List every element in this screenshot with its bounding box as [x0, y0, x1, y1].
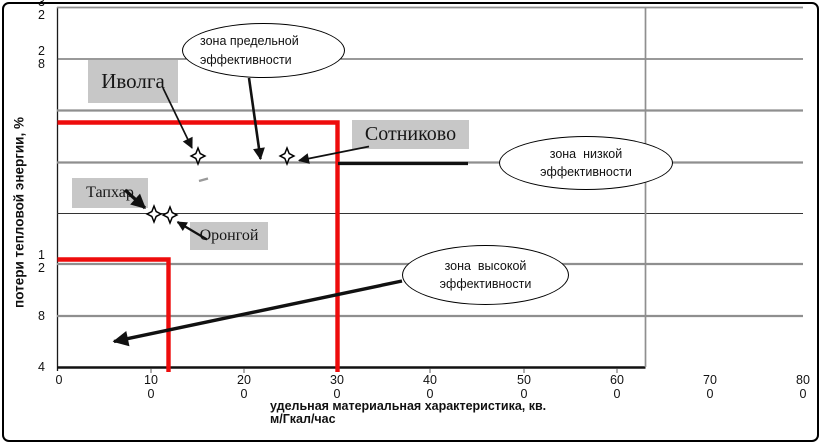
y-tick-28: 2 8 [38, 44, 45, 71]
y-tick-8: 8 [38, 309, 45, 323]
x-tick-700: 70 0 [703, 373, 717, 401]
x-tick-0: 0 [55, 373, 63, 387]
y-tick-32: 3 2 [38, 0, 45, 22]
artifact-dash [198, 177, 209, 183]
x-tick-200: 20 0 [237, 373, 251, 401]
red-boundary-limit-efficiency [57, 120, 340, 372]
ellipse-zone-low-efficiency: зона низкой эффективности [499, 136, 673, 190]
ellipse-zone-high-efficiency: зона высокой эффективности [402, 245, 569, 305]
arrow-zone-high [112, 279, 403, 347]
x-tick-800: 80 0 [796, 373, 810, 401]
label-box-ivolga: Иволга [88, 60, 178, 103]
y-tick-12: 1 2 [38, 248, 45, 275]
zone-high-text: зона высокой эффективности [439, 258, 532, 291]
label-box-orongoy: Оронгой [190, 222, 268, 250]
label-tapkhar: Тапхар [86, 184, 134, 201]
label-sotnikovo: Сотниково [364, 123, 457, 145]
x-tick-100: 10 0 [144, 373, 158, 401]
x-tick-300: 30 0 [330, 373, 344, 401]
label-box-sotnikovo: Сотниково [352, 120, 469, 149]
y-tick-4: 4 [38, 360, 45, 374]
x-tick-400: 40 0 [423, 373, 437, 401]
arrow-tapkhar [123, 188, 147, 210]
zone-limit-text: зона предельной эффективности [200, 34, 299, 67]
star-marker-ivolga [189, 145, 207, 167]
x-tick-600: 60 0 [610, 373, 624, 401]
x-axis-title: удельная материальная характеристика, кв… [270, 399, 547, 426]
zone-low-text: зона низкой эффективности [540, 146, 632, 179]
x-tick-500: 50 0 [517, 373, 531, 401]
label-ivolga: Иволга [101, 69, 165, 93]
x-axis-minor-ticks [150, 368, 618, 373]
arrow-zone-limit [247, 77, 265, 161]
star-marker-orongoy [161, 204, 179, 226]
star-marker-sotnikovo [278, 145, 296, 167]
ellipse-zone-limit-efficiency: зона предельной эффективности [182, 23, 345, 78]
arrow-sotnikovo [298, 145, 370, 164]
star-marker-tapkhar [145, 203, 163, 225]
label-orongoy: Оронгой [199, 227, 259, 244]
arrow-ivolga [162, 87, 193, 149]
red-boundary-high-efficiency [57, 257, 171, 372]
arrow-orongoy [176, 221, 208, 241]
